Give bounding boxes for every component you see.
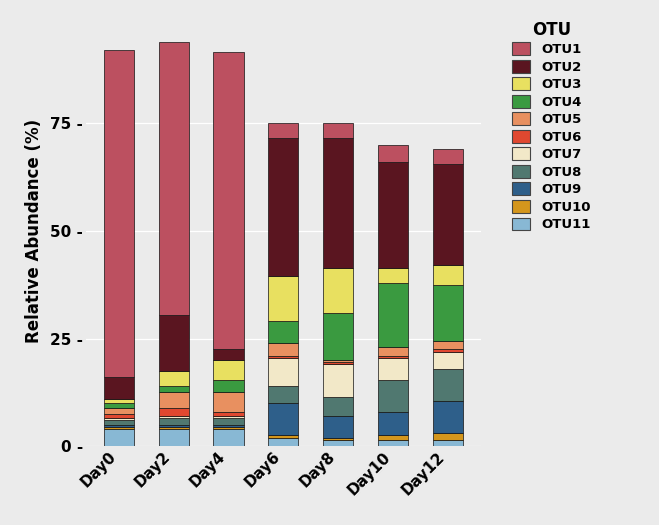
Bar [159, 386, 188, 393]
Bar [433, 164, 463, 266]
Bar [378, 356, 408, 358]
Bar [378, 412, 408, 435]
Bar [323, 397, 353, 416]
Bar [268, 356, 299, 358]
Bar [214, 380, 244, 393]
Bar [433, 401, 463, 433]
Bar [268, 343, 299, 356]
Bar [323, 438, 353, 440]
Y-axis label: Relative Abundance (%): Relative Abundance (%) [25, 119, 43, 343]
Bar [103, 418, 134, 421]
Bar [103, 425, 134, 427]
Bar [159, 315, 188, 371]
Bar [323, 416, 353, 438]
Bar [214, 412, 244, 416]
Bar [214, 393, 244, 412]
Bar [103, 377, 134, 399]
Bar [214, 425, 244, 427]
Bar [378, 358, 408, 380]
Bar [103, 407, 134, 414]
Bar [214, 360, 244, 380]
Bar [433, 369, 463, 401]
Bar [268, 358, 299, 386]
Bar [103, 50, 134, 377]
Bar [214, 52, 244, 350]
Bar [159, 371, 188, 386]
Bar [323, 139, 353, 268]
Bar [214, 429, 244, 446]
Bar [214, 418, 244, 425]
Bar [268, 123, 299, 139]
Bar [103, 429, 134, 446]
Bar [433, 285, 463, 341]
Bar [268, 276, 299, 321]
Bar [214, 350, 244, 360]
Bar [433, 440, 463, 446]
Bar [159, 407, 188, 416]
Bar [268, 386, 299, 403]
Bar [323, 440, 353, 446]
Bar [323, 268, 353, 313]
Bar [214, 416, 244, 418]
Bar [159, 41, 188, 315]
Bar [214, 427, 244, 429]
Bar [378, 162, 408, 268]
Bar [323, 362, 353, 364]
Bar [268, 321, 299, 343]
Bar [159, 416, 188, 418]
Bar [378, 347, 408, 356]
Bar [433, 341, 463, 350]
Bar [378, 440, 408, 446]
Bar [268, 438, 299, 446]
Bar [268, 403, 299, 435]
Bar [159, 418, 188, 425]
Bar [103, 414, 134, 418]
Bar [378, 282, 408, 347]
Legend: OTU1, OTU2, OTU3, OTU4, OTU5, OTU6, OTU7, OTU8, OTU9, OTU10, OTU11: OTU1, OTU2, OTU3, OTU4, OTU5, OTU6, OTU7… [509, 18, 593, 234]
Bar [433, 352, 463, 369]
Bar [323, 360, 353, 362]
Bar [378, 435, 408, 440]
Bar [268, 435, 299, 438]
Bar [433, 266, 463, 285]
Bar [103, 421, 134, 425]
Bar [433, 350, 463, 352]
Bar [159, 425, 188, 427]
Bar [103, 403, 134, 407]
Bar [323, 313, 353, 360]
Bar [323, 123, 353, 139]
Bar [378, 145, 408, 162]
Bar [378, 268, 408, 282]
Bar [159, 429, 188, 446]
Bar [159, 393, 188, 407]
Bar [433, 149, 463, 164]
Bar [268, 139, 299, 276]
Bar [103, 399, 134, 403]
Bar [159, 427, 188, 429]
Bar [433, 433, 463, 440]
Bar [378, 380, 408, 412]
Bar [323, 364, 353, 397]
Bar [103, 427, 134, 429]
